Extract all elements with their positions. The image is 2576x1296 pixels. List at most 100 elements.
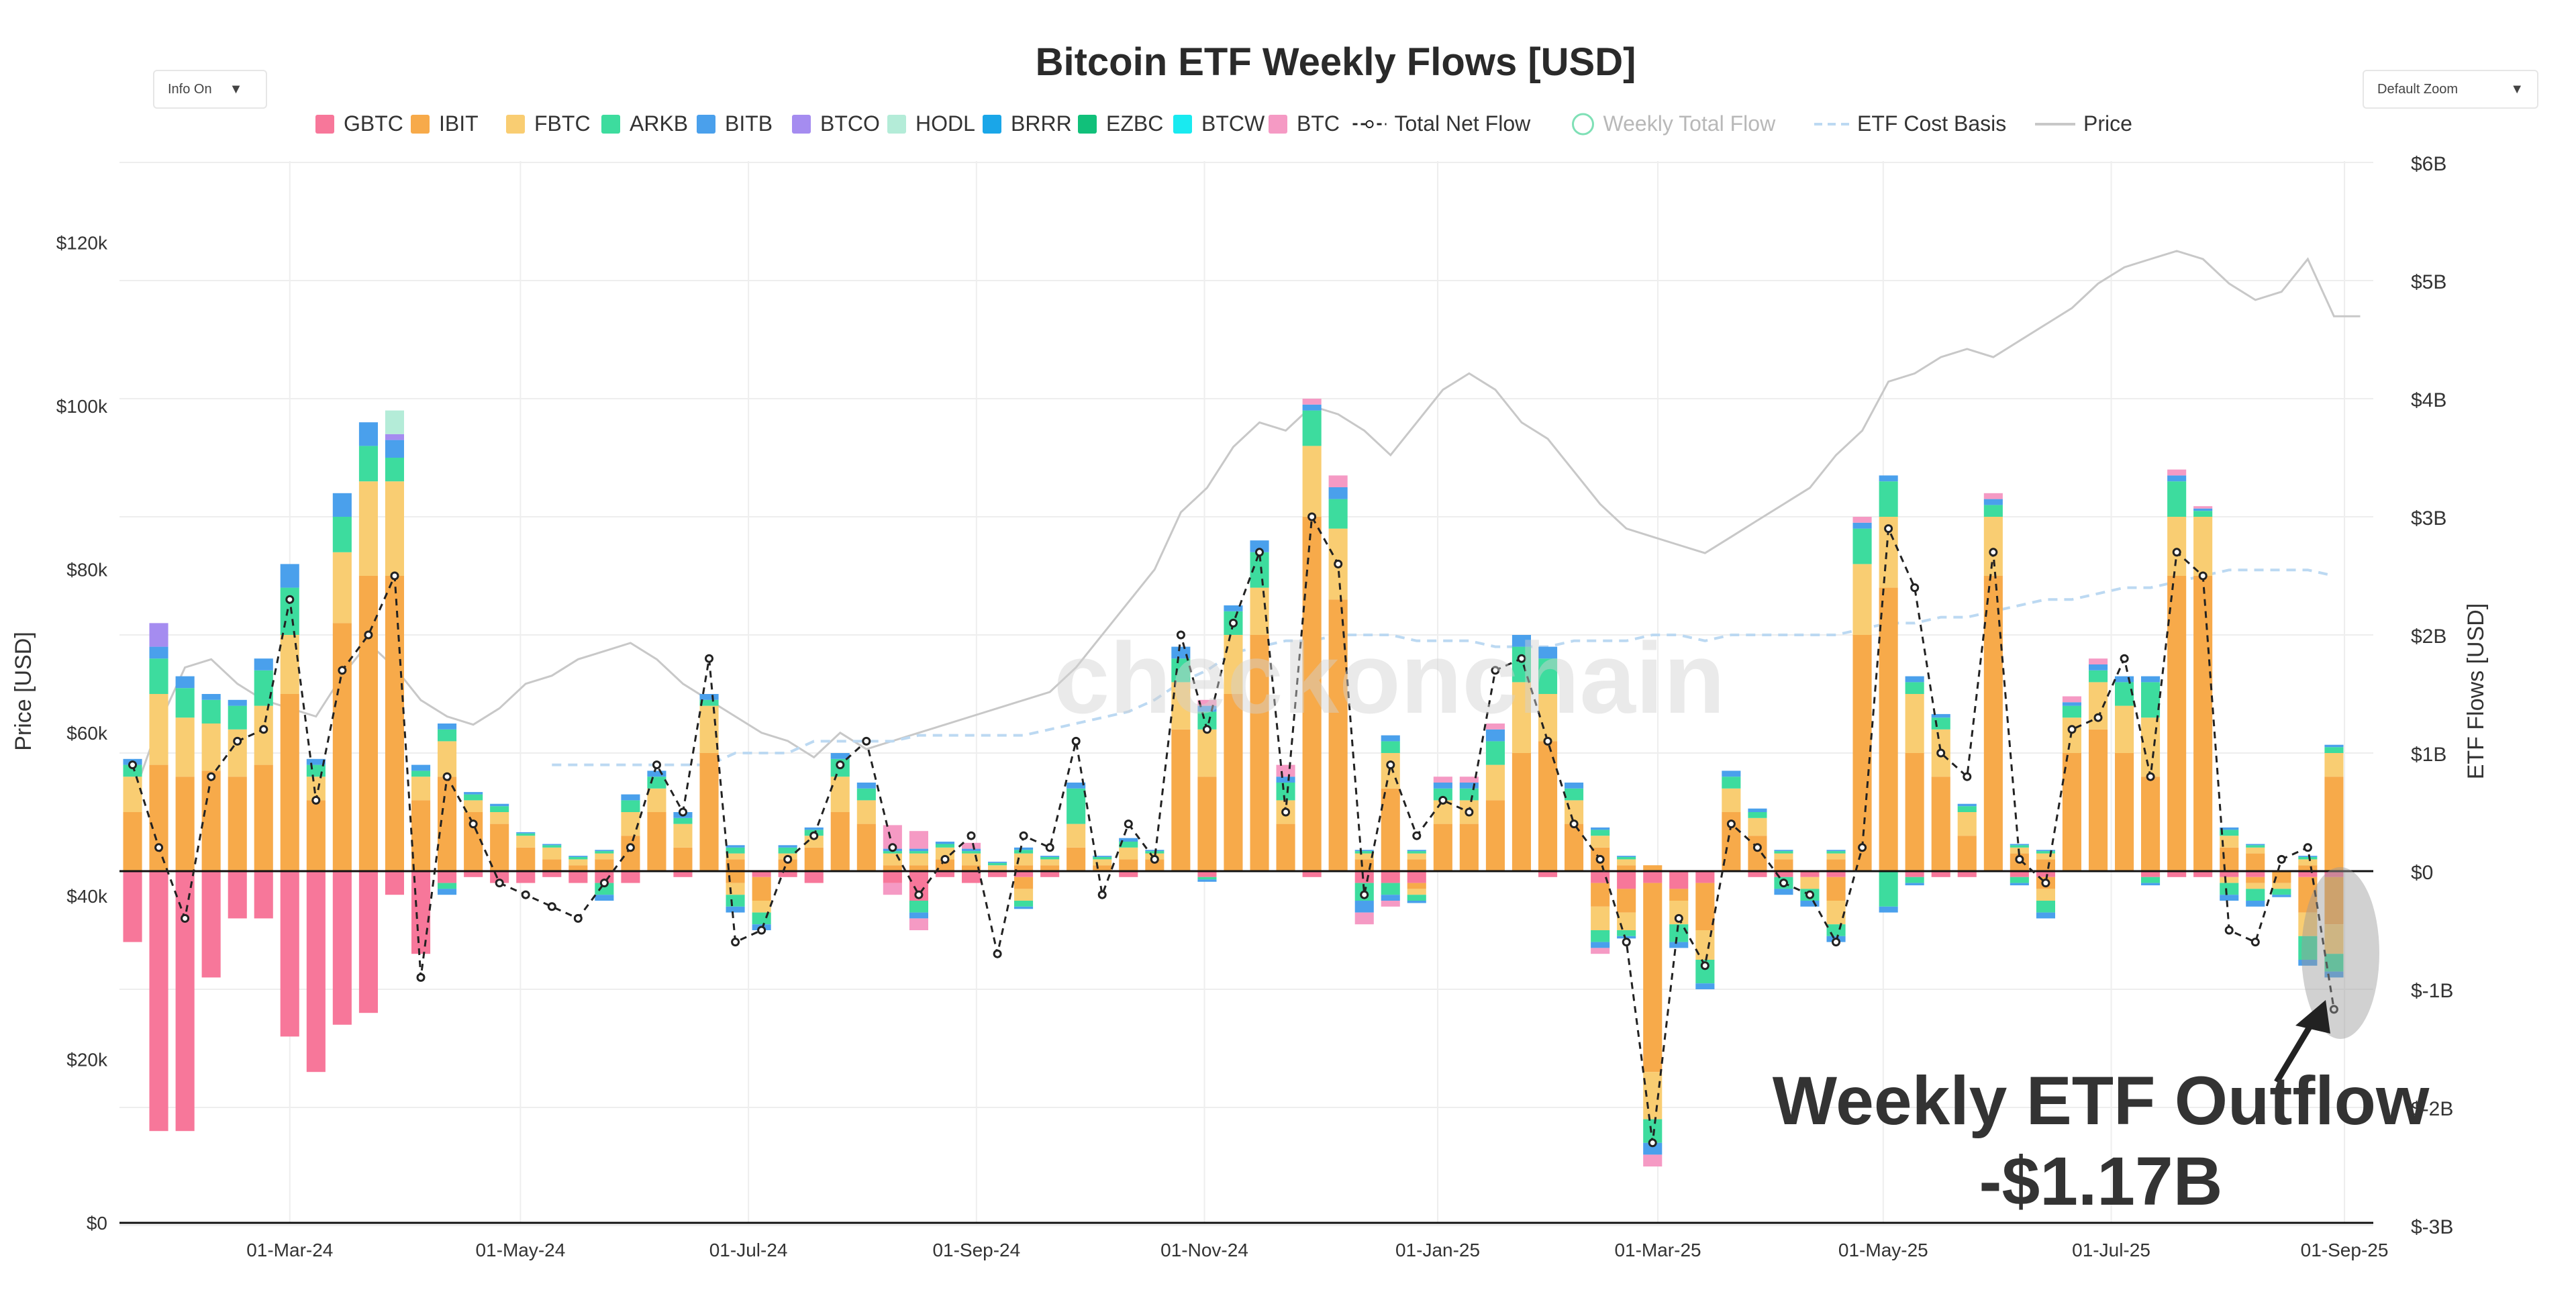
bar-fbtc [830, 777, 850, 812]
bar-arkb-outflow [2220, 883, 2239, 895]
bar-arkb [621, 800, 640, 812]
bar-ibit [358, 576, 378, 871]
bar-fbtc-outflow [726, 883, 745, 895]
legend-item[interactable]: BRRR [983, 111, 1072, 136]
bar-btc [962, 842, 981, 849]
bar-ibit [883, 865, 902, 871]
bar-fbtc [2115, 705, 2134, 753]
legend-item[interactable]: ETF Cost Basis [1814, 111, 2006, 136]
legend-item[interactable]: BTCO [792, 111, 880, 136]
bar-arkb [1591, 830, 1610, 836]
bar-bitb [778, 845, 797, 848]
bar-bitb-outflow [2036, 912, 2055, 919]
bar-gbtc-outflow [568, 871, 588, 883]
bar-bitb [2298, 856, 2318, 857]
bar-gbtc-outflow [1774, 871, 1793, 877]
net-flow-point [967, 831, 976, 840]
bar-ibit [1826, 859, 1846, 871]
legend-item[interactable]: EZBC [1078, 111, 1163, 136]
bar-ibit [2115, 753, 2134, 871]
bar-fbtc [411, 777, 431, 801]
bar-fbtc [542, 847, 562, 860]
net-flow-point [1438, 795, 1448, 805]
bar-arkb [935, 844, 954, 848]
net-flow-point [940, 854, 950, 864]
bar-bitb [1197, 705, 1217, 712]
legend-label: BTCO [820, 111, 880, 136]
bar-bitb-outflow [1800, 901, 1820, 907]
bar-gbtc-outflow [358, 871, 378, 1013]
legend-item[interactable]: BTC [1269, 111, 1340, 136]
bar-arkb [2298, 856, 2318, 860]
bar-fbtc [1354, 853, 1374, 860]
legend-swatch [506, 115, 525, 134]
net-flow-point [1150, 854, 1159, 864]
bar-gbtc-outflow [1643, 871, 1663, 883]
bar-arkb [2246, 845, 2265, 848]
net-flow-point [2198, 571, 2208, 581]
net-flow-point [1465, 807, 1474, 817]
net-flow-point [836, 760, 845, 770]
bar-bitb-outflow [2010, 883, 2029, 886]
legend-item[interactable]: Total Net Flow [1352, 111, 1532, 136]
net-flow-point [285, 595, 295, 604]
legend-item[interactable]: Weekly Total Flow [1572, 111, 1777, 136]
bar-bitb [175, 676, 195, 689]
bar-arkb [1774, 851, 1793, 854]
bar-bitb [1983, 499, 2003, 505]
bar-bitb [1459, 783, 1479, 789]
bar-gbtc-outflow [1669, 871, 1689, 889]
zoom-select[interactable]: Default Zoom ▼ [2363, 70, 2538, 109]
legend-label: GBTC [344, 111, 403, 136]
bar-btc [1459, 777, 1479, 783]
bar-arkb [1171, 658, 1191, 683]
bar-bitb [1224, 605, 1243, 611]
bar-bitb [1014, 847, 1034, 850]
bar-btc [1983, 493, 2003, 499]
net-flow-point [1569, 819, 1579, 829]
net-flow-point [390, 571, 399, 581]
bar-gbtc-outflow [123, 871, 142, 942]
y-tick-right: $-2B [2411, 1098, 2453, 1120]
bar-btc [2089, 658, 2108, 664]
legend-item[interactable]: IBIT [411, 111, 479, 136]
bar-ibit [1617, 865, 1636, 871]
legend-item[interactable]: Price [2035, 111, 2132, 136]
legend-item[interactable]: BITB [697, 111, 773, 136]
x-tick-label: 01-Sep-24 [932, 1240, 1020, 1260]
bar-bitb [1093, 856, 1112, 857]
watermark: checkonchain [1054, 621, 1725, 734]
legend-item[interactable]: FBTC [506, 111, 591, 136]
net-flow-point [1124, 819, 1133, 829]
bar-gbtc-outflow [962, 871, 981, 883]
net-flow-point [679, 807, 687, 817]
bar-bitb-outflow [1879, 906, 1898, 913]
bar-ibit [1250, 635, 1269, 871]
net-flow-point [888, 843, 897, 852]
bar-ibit [568, 865, 588, 871]
bar-ibit-outflow [1669, 889, 1689, 901]
legend-item[interactable]: HODL [887, 111, 975, 136]
bar-bitb [1067, 783, 1086, 789]
legend-item[interactable]: ARKB [601, 111, 688, 136]
net-flow-point [1910, 583, 1920, 593]
bar-bitb [2010, 844, 2029, 846]
legend: GBTC IBIT FBTC ARKB BITB BTCO HODL BRRR EZBC BTCW… [315, 111, 2132, 136]
legend-item[interactable]: BTCW [1173, 111, 1265, 136]
bar-ibit [778, 859, 797, 871]
info-toggle[interactable]: Info On ▼ [153, 70, 267, 109]
net-flow-point [1936, 748, 1946, 758]
bar-fbtc [175, 717, 195, 777]
bar-fbtc-outflow [1826, 901, 1846, 925]
bar-bitb [988, 861, 1007, 863]
y-tick-left: $0 [87, 1213, 107, 1234]
bar-arkb [306, 764, 326, 777]
bar-fbtc [595, 853, 614, 860]
net-flow-point [1700, 961, 1710, 970]
bar-arkb [280, 587, 299, 635]
bar-bitb [1879, 475, 1898, 482]
legend-item[interactable]: GBTC [315, 111, 403, 136]
bar-bitb [254, 658, 273, 670]
annotation-line1: Weekly ETF Outflow [1773, 1062, 2430, 1139]
bar-ibit [201, 770, 221, 871]
